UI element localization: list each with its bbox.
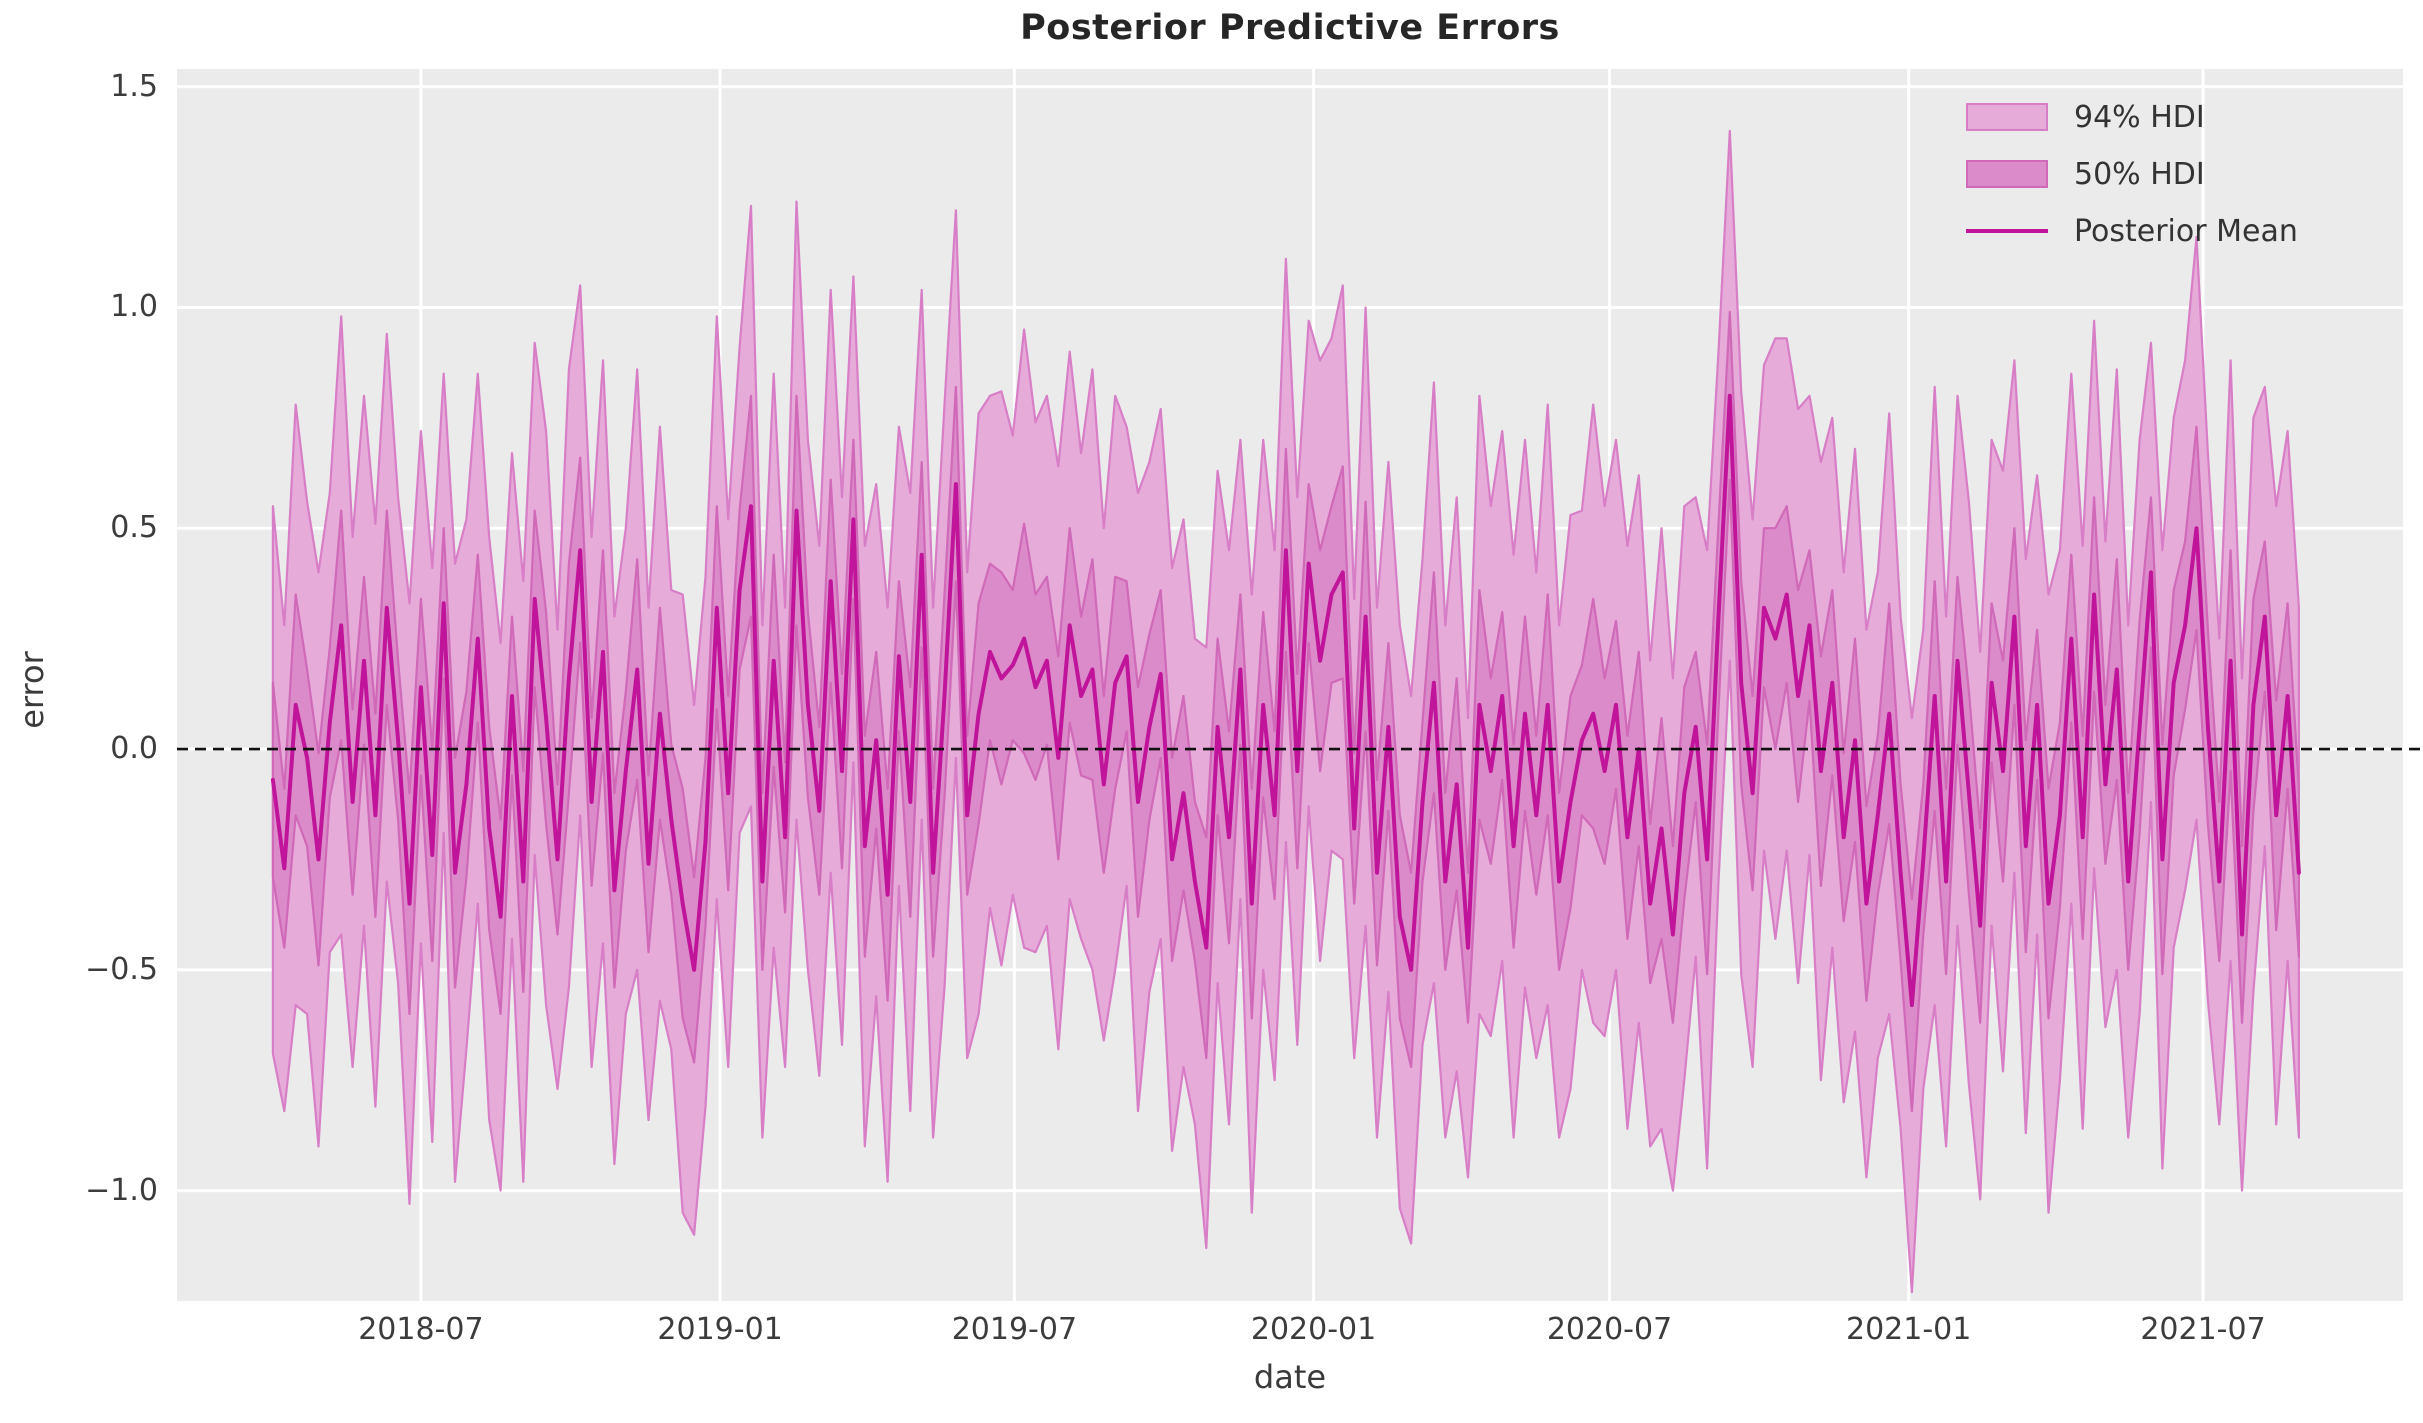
x-tick-label: 2020-07 bbox=[1546, 1312, 1673, 1347]
legend-item-hdi94: 94% HDI bbox=[1966, 99, 2298, 135]
x-tick-label: 2021-01 bbox=[1846, 1312, 1972, 1347]
y-tick-label: 1.5 bbox=[110, 68, 158, 104]
y-tick-label: 1.0 bbox=[110, 289, 158, 325]
x-tick-label: 2020-01 bbox=[1250, 1312, 1377, 1347]
y-tick-label: −1.0 bbox=[85, 1172, 158, 1208]
hdi94-swatch-icon bbox=[1966, 103, 2048, 131]
y-tick-label: 0.5 bbox=[110, 510, 158, 546]
legend-label-mean: Posterior Mean bbox=[2074, 213, 2298, 249]
y-axis-label: error bbox=[13, 651, 51, 729]
x-tick-label: 2018-07 bbox=[358, 1312, 484, 1347]
mean-line-swatch-icon bbox=[1966, 229, 2048, 233]
hdi50-swatch-icon bbox=[1966, 160, 2048, 188]
y-tick-label: −0.5 bbox=[85, 951, 158, 987]
y-tick-label: 0.0 bbox=[110, 731, 158, 767]
x-axis-label: date bbox=[1253, 1358, 1327, 1396]
x-tick-label: 2019-07 bbox=[951, 1312, 1078, 1347]
chart-title: Posterior Predictive Errors bbox=[1020, 8, 1560, 48]
x-tick-label: 2021-07 bbox=[2140, 1312, 2266, 1347]
legend-item-hdi50: 50% HDI bbox=[1966, 156, 2298, 192]
legend-label-hdi94: 94% HDI bbox=[2074, 99, 2205, 135]
legend-label-hdi50: 50% HDI bbox=[2074, 156, 2205, 192]
legend: 94% HDI 50% HDI Posterior Mean bbox=[1966, 99, 2298, 249]
legend-item-mean: Posterior Mean bbox=[1966, 213, 2298, 249]
x-tick-label: 2019-01 bbox=[657, 1312, 783, 1347]
